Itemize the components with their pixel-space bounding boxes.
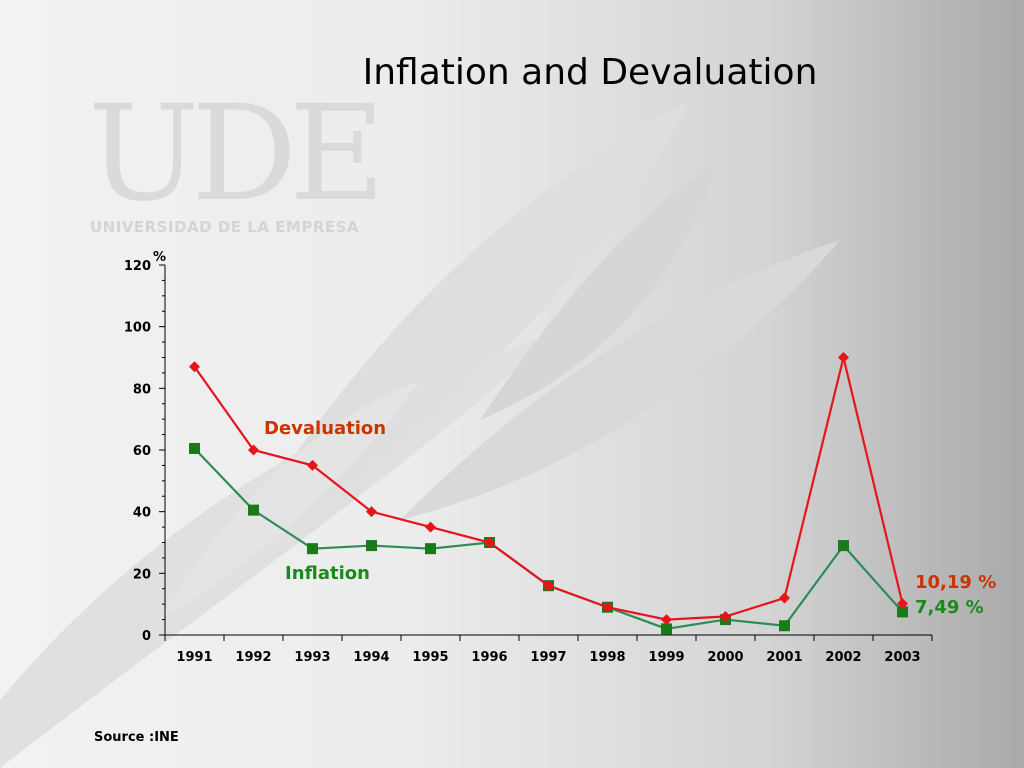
devaluation-end-label: 10,19 %	[915, 572, 996, 593]
x-tick-label: 2000	[707, 650, 743, 665]
inflation-point	[366, 540, 377, 552]
x-tick-label: 2002	[825, 650, 861, 665]
y-tick-label: 120	[124, 259, 151, 274]
devaluation-point	[366, 506, 377, 518]
inflation-point	[779, 620, 790, 632]
y-tick-label: 20	[133, 567, 151, 582]
devaluation-point	[307, 459, 318, 471]
inflation-label: Inflation	[285, 563, 370, 584]
devaluation-point	[602, 601, 613, 613]
inflation-point	[248, 504, 259, 516]
x-tick-label: 1994	[353, 650, 389, 665]
x-tick-label: 1993	[294, 650, 330, 665]
devaluation-point	[543, 580, 554, 592]
logo-subtitle: UNIVERSIDAD DE LA EMPRESA	[90, 218, 360, 236]
devaluation-point	[720, 611, 731, 622]
page-title: Inflation and Devaluation	[362, 52, 818, 93]
inflation-point	[838, 540, 849, 552]
inflation-point	[661, 623, 672, 635]
devaluation-point	[189, 361, 200, 373]
devaluation-point	[838, 352, 849, 363]
inflation-point	[425, 543, 436, 555]
x-tick-label: 2001	[766, 650, 802, 665]
x-tick-label: 1999	[648, 650, 684, 665]
y-tick-label: 40	[133, 506, 151, 521]
inflation-line	[193, 447, 904, 630]
x-tick-label: 1998	[589, 650, 625, 665]
inflation-end-label: 7,49 %	[915, 597, 984, 618]
inflation-point	[189, 442, 200, 454]
y-axis-label: %	[153, 250, 166, 265]
y-tick-label: 100	[124, 321, 151, 336]
devaluation-point	[897, 598, 908, 610]
x-tick-label: 2003	[884, 650, 920, 665]
devaluation-point	[661, 614, 672, 626]
devaluation-point	[484, 537, 495, 548]
devaluation-label: Devaluation	[264, 418, 386, 439]
y-tick-label: 80	[133, 382, 151, 397]
x-tick-label: 1995	[412, 650, 448, 665]
inflation-point	[307, 543, 318, 555]
inflation-point	[897, 606, 908, 618]
x-tick-label: 1997	[530, 650, 566, 665]
x-tick-label: 1996	[471, 650, 507, 665]
source-note: Source :INE	[94, 730, 179, 745]
x-tick-label: 1991	[176, 650, 212, 665]
devaluation-point	[425, 521, 436, 533]
devaluation-point	[248, 444, 259, 456]
devaluation-point	[779, 592, 790, 604]
y-tick-label: 60	[133, 444, 151, 459]
y-tick-label: 0	[142, 629, 151, 644]
x-tick-label: 1992	[235, 650, 271, 665]
logo: UDE	[88, 77, 385, 231]
